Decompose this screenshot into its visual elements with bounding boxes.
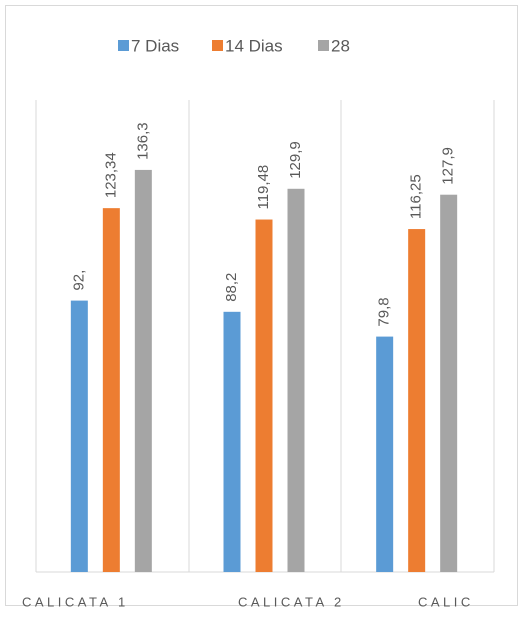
bar [70,300,88,572]
data-label: 92, [70,270,87,291]
data-label: 129,9 [287,141,304,179]
bar [440,194,458,572]
legend-label: 7 Dias [131,36,179,55]
bar [255,219,273,572]
data-label: 136,3 [134,122,151,160]
legend-swatch [118,40,129,51]
legend-swatch [318,40,329,51]
bar [102,208,120,572]
bar [223,311,241,572]
x-tick-label: CALICATA 2 [238,594,345,609]
data-label: 116,25 [408,174,425,219]
bar [376,336,394,572]
data-label: 79,8 [376,297,393,326]
legend-label: 14 Dias [225,36,283,55]
legend-swatch [212,40,223,51]
legend-label: 28 [331,36,350,55]
bar [408,229,426,572]
x-tick-label: CALIC [418,594,474,609]
x-tick-label: CALICATA 1 [22,594,129,609]
bar [287,188,305,573]
bar [134,169,152,573]
data-label: 88,2 [223,273,240,302]
data-label: 123,34 [102,152,119,198]
data-label: 119,48 [255,165,272,210]
data-label: 127,9 [440,147,457,185]
